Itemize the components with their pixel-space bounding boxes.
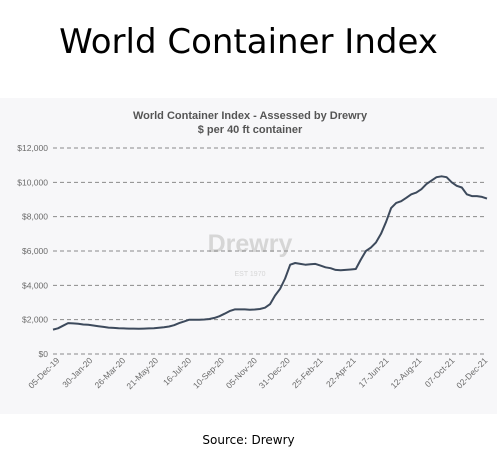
y-tick-label: $0 bbox=[39, 349, 49, 359]
x-tick-label: 07-Oct-21 bbox=[423, 355, 457, 389]
x-tick-label: 05-Dec-19 bbox=[26, 355, 61, 390]
y-tick-label: $8,000 bbox=[22, 212, 48, 222]
y-tick-label: $10,000 bbox=[17, 177, 48, 187]
x-tick-label: 30-Jan-20 bbox=[60, 355, 94, 389]
drewry-watermark: Drewry EST 1970 bbox=[208, 230, 293, 278]
y-tick-label: $6,000 bbox=[22, 246, 48, 256]
x-tick-label: 16-Jul-20 bbox=[161, 355, 193, 387]
x-tick-label: 21-May-20 bbox=[124, 355, 160, 391]
line-chart: World Container Index - Assessed by Drew… bbox=[17, 110, 489, 391]
x-tick-label: 17-Jun-21 bbox=[357, 355, 391, 389]
watermark-logo-text: Drewry bbox=[208, 230, 293, 258]
y-tick-label: $4,000 bbox=[22, 280, 48, 290]
chart-subtitle: $ per 40 ft container bbox=[198, 124, 303, 136]
x-tick-label: 12-Aug-21 bbox=[388, 355, 423, 390]
source-caption: Source: Drewry bbox=[202, 433, 295, 447]
x-tick-label: 02-Dec-21 bbox=[454, 355, 489, 390]
series-line bbox=[52, 175, 488, 331]
watermark-est-text: EST 1970 bbox=[234, 271, 265, 278]
x-tick-label: 25-Feb-21 bbox=[290, 355, 325, 390]
x-tick-label: 10-Sep-20 bbox=[191, 355, 226, 390]
x-tick-label: 26-Mar-20 bbox=[92, 355, 127, 390]
x-tick-label: 22-Apr-21 bbox=[324, 355, 358, 389]
chart-frame: World Container Index - Assessed by Drew… bbox=[0, 98, 497, 414]
x-tick-label: 05-Nov-20 bbox=[224, 355, 259, 390]
y-tick-label: $2,000 bbox=[22, 315, 48, 325]
chart-title: World Container Index - Assessed by Drew… bbox=[133, 110, 368, 122]
x-tick-label: 31-Dec-20 bbox=[257, 355, 292, 390]
page-title: World Container Index bbox=[59, 22, 438, 62]
y-tick-label: $12,000 bbox=[17, 143, 48, 153]
